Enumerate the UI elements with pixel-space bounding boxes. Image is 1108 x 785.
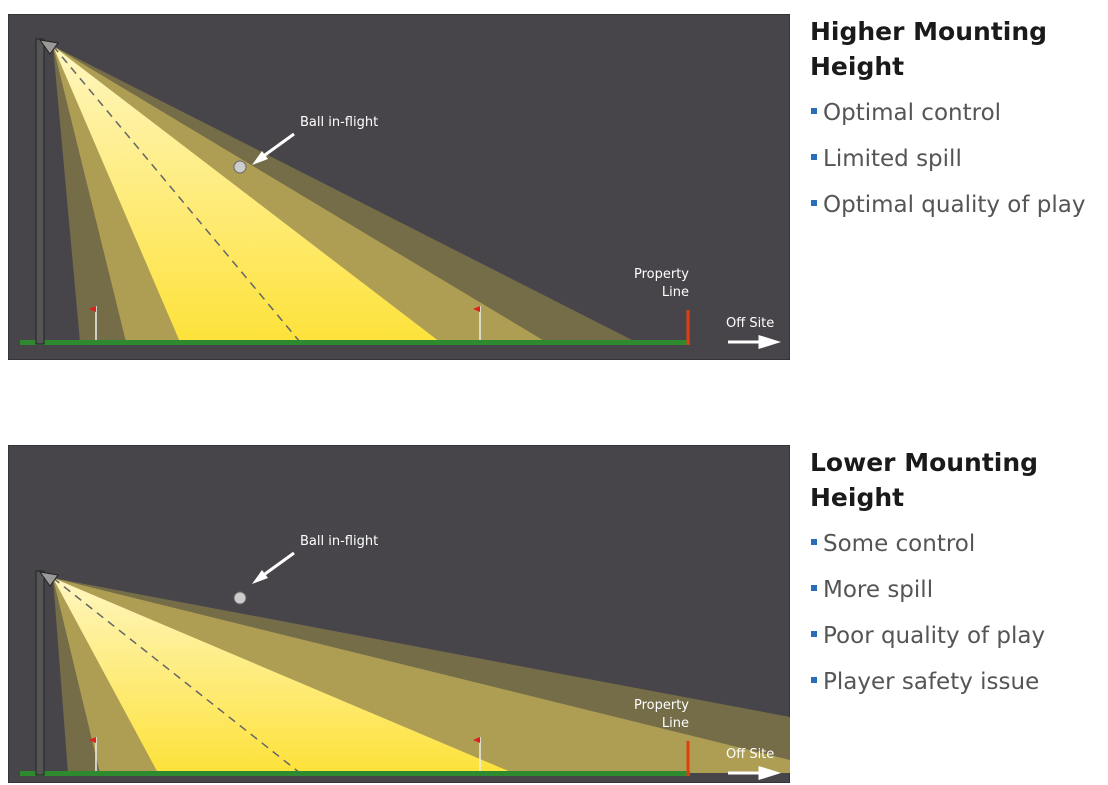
ball-arrowhead — [252, 570, 268, 584]
ball-arrowhead — [252, 151, 268, 165]
property-label: Property — [634, 698, 689, 713]
off-site-label: Off Site — [726, 747, 774, 762]
bullet-item: Limited spill — [810, 136, 1060, 182]
light-beam — [53, 46, 440, 342]
ground — [20, 771, 690, 776]
bullet-item: Optimal quality of play — [810, 182, 1085, 228]
ball-label: Ball in-flight — [300, 115, 378, 130]
lamp-head — [38, 39, 59, 55]
heading: Lower Mounting Height — [810, 448, 1039, 512]
ground — [20, 340, 690, 345]
off-site-arrow — [728, 765, 782, 781]
flag — [89, 737, 96, 743]
ball-label: Ball in-flight — [300, 534, 378, 549]
bullet-item: Optimal control — [810, 90, 1060, 136]
text-block: Higher Mounting Height Optimal control Lim… — [810, 14, 1085, 228]
property-label: Line — [662, 285, 689, 300]
ball — [233, 591, 247, 605]
bullet-item: More spill — [810, 567, 1060, 613]
bullet-item: Some control — [810, 521, 1060, 567]
pole — [35, 38, 45, 345]
property-label: Property — [634, 267, 689, 282]
diagram-panel: Property Line Off Site Ball in-flight — [8, 445, 790, 783]
lamp-head — [38, 571, 59, 587]
aim-line — [52, 577, 301, 774]
flag — [89, 306, 96, 312]
light-beam — [53, 578, 513, 773]
property-label: Line — [662, 716, 689, 731]
heading: Higher Mounting Height — [810, 17, 1048, 81]
flag — [473, 737, 480, 743]
off-site-label: Off Site — [726, 316, 774, 331]
off-site-arrow — [728, 334, 782, 350]
flag — [473, 306, 480, 312]
text-block: Lower Mounting Height Some control More sp… — [810, 445, 1060, 705]
bullet-item: Poor quality of play — [810, 613, 1060, 659]
ball — [233, 160, 247, 174]
bullet-item: Player safety issue — [810, 659, 1060, 705]
diagram-panel: Property Line Off Site Ball in-flight — [8, 14, 790, 360]
pole — [35, 570, 45, 776]
